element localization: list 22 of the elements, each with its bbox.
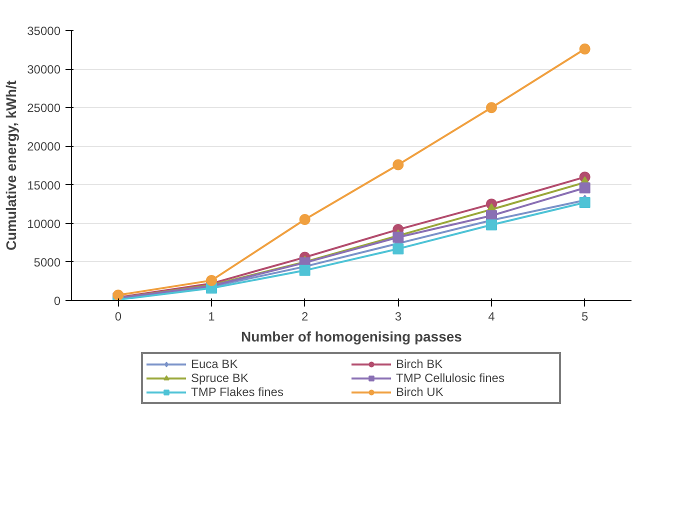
y-tick-label: 35000 [27, 24, 61, 38]
legend-label: TMP Cellulosic fines [396, 371, 506, 385]
legend-label: Spruce BK [191, 371, 250, 385]
y-tick-label: 10000 [27, 216, 61, 231]
legend-label: Birch BK [396, 357, 444, 371]
x-tick-label: 5 [581, 310, 588, 324]
y-tick-label: 0 [54, 294, 61, 308]
y-axis-title: Cumulative energy, kWh/t [3, 80, 20, 251]
y-tick-label: 30000 [27, 62, 61, 77]
legend-label: Birch UK [396, 385, 444, 399]
legend-label: Euca BK [191, 357, 239, 371]
x-tick-label: 3 [394, 310, 402, 324]
y-tick-label: 20000 [27, 140, 61, 154]
y-tick-label: 15000 [27, 178, 61, 192]
x-tick-label: 0 [114, 310, 122, 324]
legend-label: TMP Flakes fines [191, 385, 284, 399]
y-tick-label: 25000 [27, 101, 61, 116]
x-tick-label: 1 [208, 310, 216, 324]
x-tick-label: 2 [301, 310, 308, 324]
x-tick-label: 4 [488, 310, 496, 324]
y-tick-label: 5000 [34, 255, 61, 270]
x-axis-title: Number of homogenising passes [241, 328, 462, 344]
